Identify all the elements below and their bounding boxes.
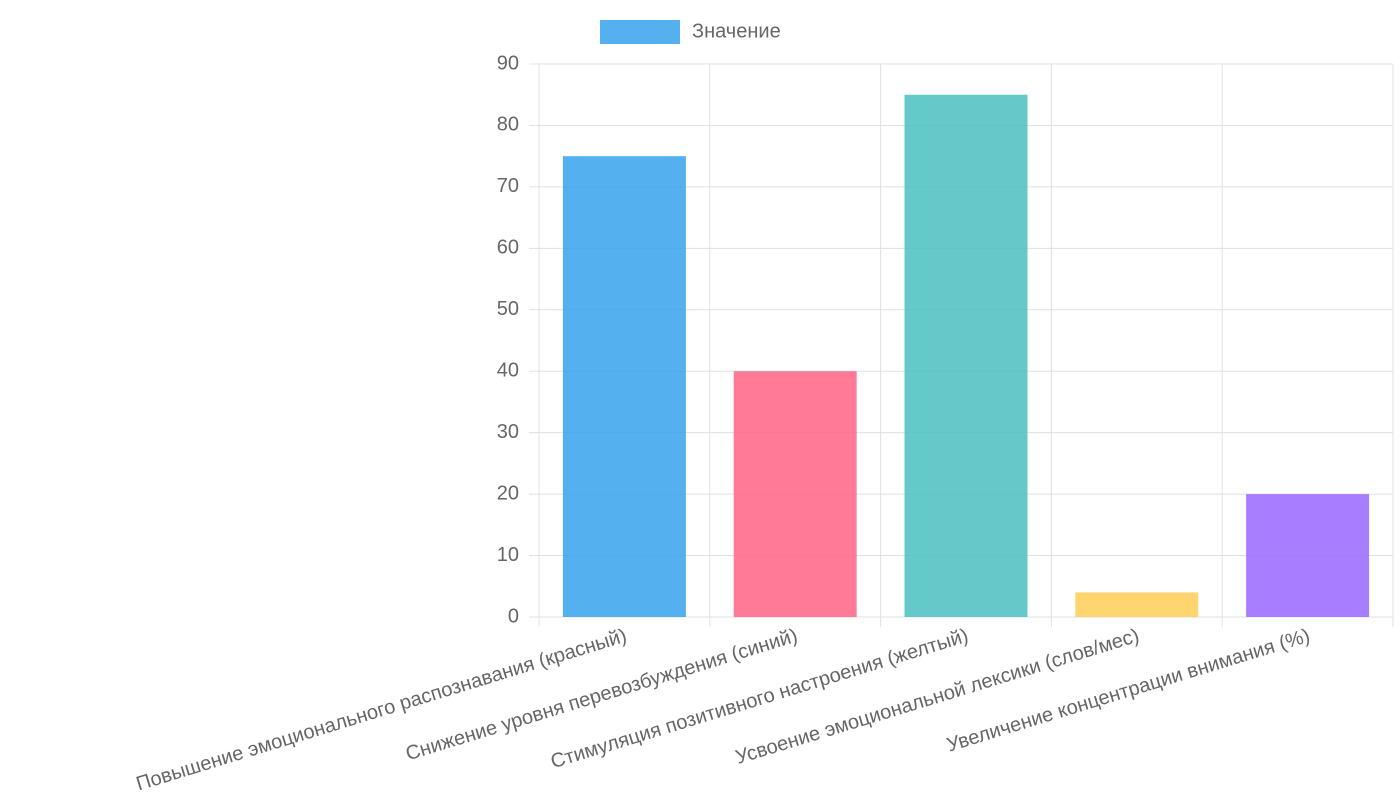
y-tick-label: 30 [497,421,519,443]
legend-label: Значение [692,20,781,42]
y-tick-label: 0 [508,605,519,627]
y-tick-label: 70 [497,175,519,197]
bar [562,156,686,617]
y-tick-label: 60 [497,237,519,259]
bar [1075,592,1199,617]
y-tick-label: 50 [497,298,519,320]
y-tick-label: 80 [497,114,519,136]
bar [1246,494,1370,617]
bar [733,371,857,617]
y-tick-label: 20 [497,482,519,504]
bar [904,94,1028,617]
y-tick-label: 90 [497,52,519,74]
y-tick-label: 10 [497,544,519,566]
legend-swatch [600,20,680,44]
y-tick-label: 40 [497,360,519,382]
